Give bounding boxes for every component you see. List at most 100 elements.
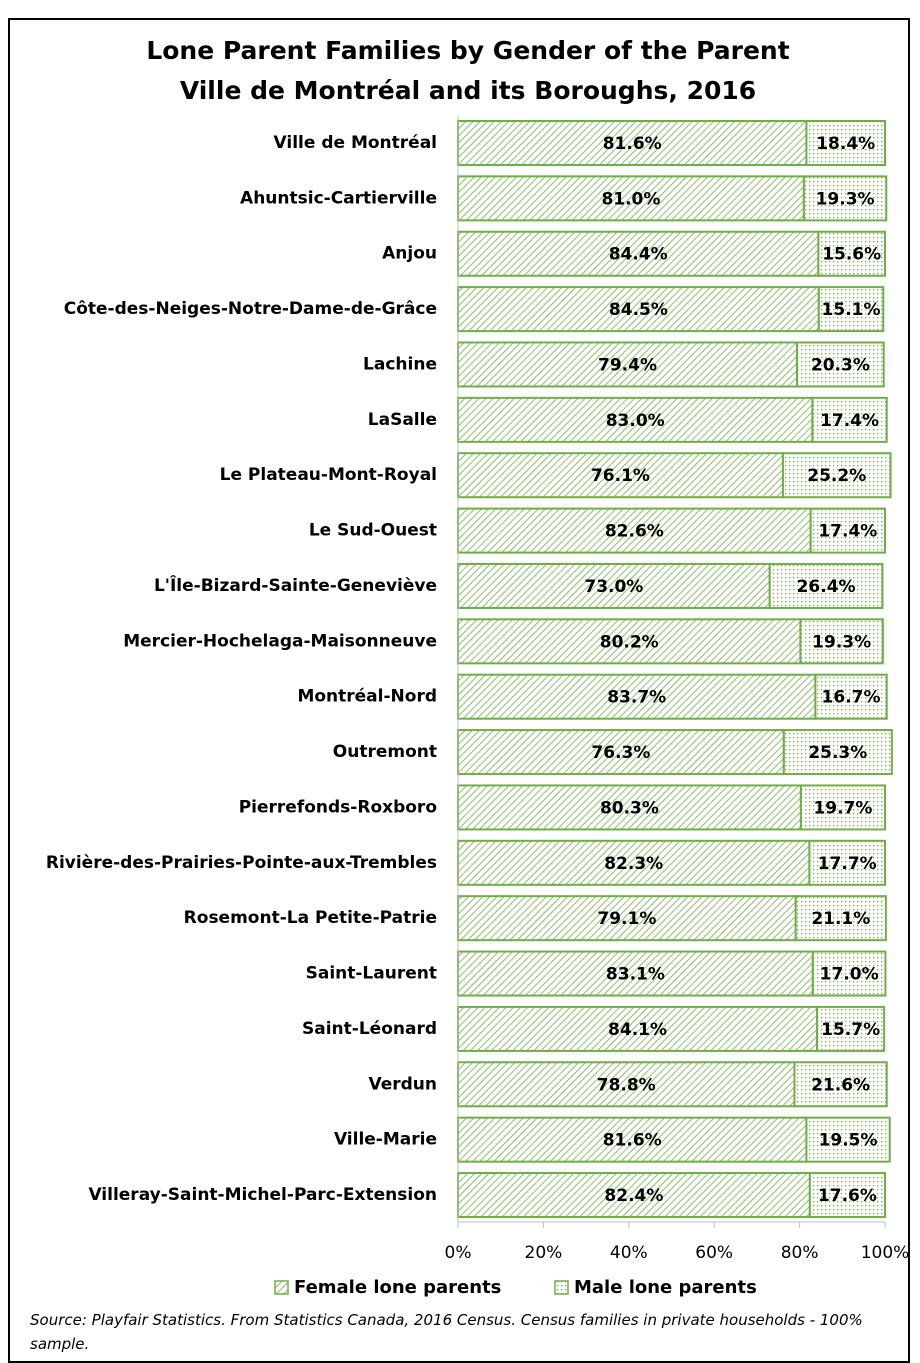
- y-tick-label: Côte-des-Neiges-Notre-Dame-de-Grâce: [64, 299, 437, 319]
- bar-segment: [805, 120, 887, 166]
- y-tick-label: Ville-Marie: [334, 1130, 437, 1150]
- value-label: 76.3%: [591, 743, 650, 763]
- bar-segment: [782, 729, 893, 776]
- bar-segment: [781, 452, 892, 499]
- y-tick-label: Saint-Laurent: [306, 964, 437, 984]
- value-label: 73.0%: [584, 577, 643, 597]
- bar-segment: [768, 562, 884, 609]
- bar-segment: [811, 950, 887, 997]
- value-label: 76.1%: [591, 466, 650, 486]
- y-tick-label: Villeray-Saint-Michel-Parc-Extension: [88, 1185, 437, 1205]
- value-label: 79.1%: [597, 909, 656, 929]
- value-label: 19.3%: [816, 189, 875, 209]
- y-tick-label: Outremont: [333, 742, 437, 762]
- x-tick-label: 100%: [861, 1243, 910, 1263]
- value-label: 84.5%: [609, 300, 668, 320]
- x-tick-label: 60%: [695, 1243, 733, 1263]
- y-tick-label: Ahuntsic-Cartierville: [240, 188, 437, 208]
- value-label: 15.7%: [821, 1020, 880, 1040]
- y-tick-label: Montréal-Nord: [297, 687, 437, 707]
- value-label: 17.0%: [820, 965, 879, 985]
- value-label: 79.4%: [598, 355, 657, 375]
- bar-segment: [457, 895, 797, 942]
- y-tick-label: Pierrefonds-Roxboro: [239, 797, 437, 817]
- bar-segment: [814, 673, 888, 720]
- y-tick-label: Ville de Montréal: [274, 133, 437, 153]
- bar-segment: [457, 1061, 796, 1108]
- y-tick-label: Anjou: [382, 244, 437, 264]
- bar-segment: [796, 341, 885, 388]
- bar-segment: [817, 286, 885, 333]
- value-label: 81.6%: [603, 134, 662, 154]
- value-label: 17.4%: [818, 522, 877, 542]
- bar-segment: [811, 396, 888, 443]
- bar-segment: [799, 618, 884, 665]
- value-label: 21.1%: [811, 909, 870, 929]
- value-label: 17.7%: [818, 854, 877, 874]
- legend-label: Female lone parents: [294, 1277, 501, 1298]
- bar-segment: [457, 562, 771, 609]
- bar-segment: [794, 895, 887, 942]
- value-label: 84.4%: [609, 245, 668, 265]
- bar-segment: [808, 1172, 887, 1219]
- x-tick-label: 0%: [445, 1243, 472, 1263]
- value-label: 81.0%: [601, 189, 660, 209]
- value-label: 83.7%: [607, 688, 666, 708]
- y-tick-label: Rivière-des-Prairies-Pointe-aux-Trembles: [46, 853, 437, 873]
- chart-subtitle: Ville de Montréal and its Boroughs, 2016: [180, 76, 756, 105]
- bar-segment: [802, 175, 888, 222]
- y-tick-label: Lachine: [363, 354, 437, 374]
- x-tick-label: 80%: [781, 1243, 819, 1263]
- legend-swatch: [554, 1280, 569, 1295]
- y-tick-label: Verdun: [368, 1074, 437, 1094]
- bar-segment: [457, 618, 802, 665]
- value-label: 80.3%: [600, 798, 659, 818]
- bar-segment: [457, 396, 814, 443]
- bar-segment: [457, 729, 785, 776]
- value-label: 83.0%: [606, 411, 665, 431]
- value-label: 84.1%: [608, 1020, 667, 1040]
- bar-segment: [457, 1116, 808, 1163]
- chart-title: Lone Parent Families by Gender of the Pa…: [146, 36, 789, 65]
- value-label: 19.5%: [819, 1131, 878, 1151]
- value-label: 19.3%: [812, 632, 871, 652]
- value-label: 17.6%: [818, 1186, 877, 1206]
- x-tick-label: 20%: [525, 1243, 563, 1263]
- value-label: 16.7%: [822, 688, 881, 708]
- value-label: 19.7%: [813, 798, 872, 818]
- value-label: 17.4%: [820, 411, 879, 431]
- bar-segment: [799, 784, 886, 831]
- y-tick-label: LaSalle: [368, 410, 437, 430]
- bar-segment: [457, 452, 784, 499]
- y-tick-label: Mercier-Hochelaga-Maisonneuve: [123, 631, 437, 651]
- y-tick-label: Saint-Léonard: [302, 1019, 437, 1039]
- bar-segment: [793, 1061, 888, 1108]
- y-tick-label: Le Sud-Ouest: [309, 521, 437, 541]
- bar-segment: [816, 1005, 886, 1052]
- bar-segment: [805, 1116, 891, 1163]
- value-label: 25.3%: [808, 743, 867, 763]
- value-label: 80.2%: [600, 632, 659, 652]
- y-tick-label: Rosemont-La Petite-Patrie: [184, 908, 437, 928]
- bar-segment: [457, 120, 808, 166]
- value-label: 15.6%: [822, 245, 881, 265]
- value-label: 81.6%: [603, 1131, 662, 1151]
- value-label: 83.1%: [606, 965, 665, 985]
- bar-segment: [457, 341, 799, 388]
- y-tick-label: L'Île-Bizard-Sainte-Geneviève: [154, 574, 437, 596]
- value-label: 78.8%: [597, 1075, 656, 1095]
- bar-segment: [457, 507, 812, 554]
- value-label: 18.4%: [816, 134, 875, 154]
- bar-segment: [808, 839, 887, 886]
- value-label: 82.4%: [604, 1186, 663, 1206]
- source-note: Source: Playfair Statistics. From Statis…: [30, 1311, 863, 1353]
- bar-segment: [457, 673, 817, 720]
- value-label: 26.4%: [797, 577, 856, 597]
- value-label: 82.3%: [604, 854, 663, 874]
- value-label: 25.2%: [807, 466, 866, 486]
- legend-label: Male lone parents: [574, 1277, 757, 1298]
- value-label: 82.6%: [605, 522, 664, 542]
- bar-segment: [457, 839, 811, 886]
- legend-swatch: [274, 1280, 289, 1295]
